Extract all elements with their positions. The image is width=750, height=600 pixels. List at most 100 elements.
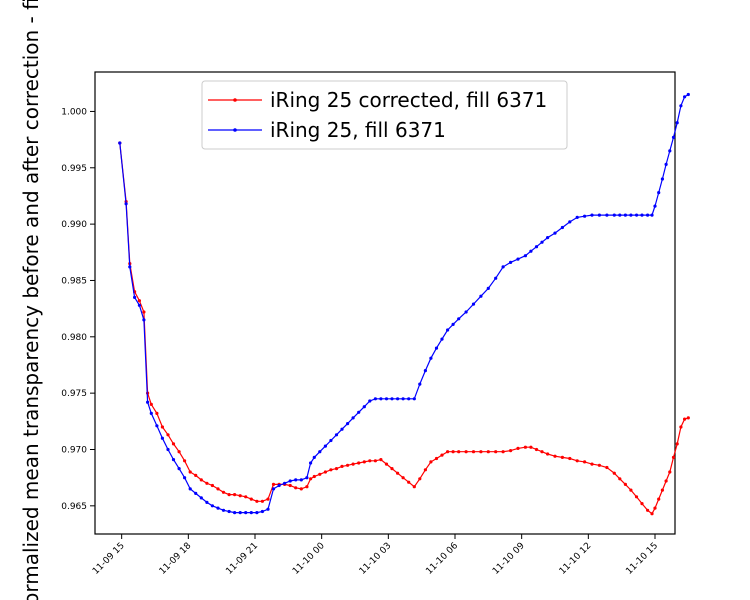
- data-point: [664, 162, 668, 166]
- data-point: [271, 487, 276, 491]
- y-tick-label: 0.995: [61, 164, 87, 174]
- data-point: [124, 202, 128, 206]
- data-point: [679, 425, 683, 429]
- data-point: [575, 215, 579, 219]
- legend-label: iRing 25 corrected, fill 6371: [270, 88, 547, 112]
- data-point: [429, 356, 433, 360]
- data-point: [260, 509, 264, 514]
- x-tick-label: 11-10 00: [291, 541, 327, 577]
- data-point: [471, 302, 476, 306]
- data-point: [494, 450, 498, 454]
- data-point: [149, 411, 153, 415]
- data-point: [346, 463, 350, 467]
- data-point: [653, 506, 657, 510]
- data-point: [368, 399, 372, 403]
- data-point: [486, 286, 490, 290]
- data-point: [457, 450, 461, 454]
- data-point: [396, 471, 400, 475]
- data-point: [434, 346, 439, 350]
- x-tick-label: 11-09 18: [158, 541, 194, 577]
- data-point: [590, 213, 594, 217]
- data-point: [418, 477, 422, 481]
- data-point: [205, 500, 209, 504]
- x-tick-label: 11-10 15: [624, 541, 660, 577]
- data-point: [238, 510, 242, 515]
- data-point: [334, 467, 339, 471]
- data-point: [329, 438, 333, 443]
- legend: iRing 25 corrected, fill 6371 iRing 25, f…: [201, 80, 568, 150]
- data-point: [590, 462, 594, 466]
- data-point: [412, 485, 416, 489]
- data-point: [390, 397, 394, 401]
- data-point: [412, 397, 416, 401]
- data-point: [318, 472, 322, 476]
- data-point: [583, 214, 587, 218]
- data-point: [629, 213, 633, 217]
- data-point: [546, 236, 550, 240]
- data-point: [560, 225, 565, 230]
- data-point: [440, 453, 444, 457]
- y-tick-label: 0.970: [61, 445, 87, 455]
- data-point: [249, 510, 253, 515]
- data-point: [664, 479, 668, 483]
- data-point: [434, 456, 439, 461]
- data-point: [299, 478, 303, 482]
- data-point: [283, 481, 287, 485]
- x-tick-label: 11-10 12: [558, 541, 594, 577]
- data-point: [494, 276, 498, 280]
- data-point: [629, 488, 633, 492]
- data-point: [277, 483, 281, 488]
- data-point: [623, 213, 628, 217]
- data-point: [575, 459, 579, 463]
- data-point: [646, 213, 650, 217]
- data-point: [597, 463, 602, 467]
- data-point: [605, 465, 609, 470]
- data-point: [118, 141, 122, 145]
- data-point: [166, 433, 170, 437]
- data-point: [623, 482, 628, 486]
- data-point: [479, 294, 483, 298]
- data-point: [660, 488, 665, 492]
- data-point: [534, 245, 539, 249]
- data-point: [553, 454, 557, 458]
- x-tick-label: 11-09 21: [224, 541, 260, 577]
- data-point: [686, 416, 690, 420]
- data-point: [351, 462, 355, 466]
- data-point: [396, 397, 400, 401]
- data-point: [210, 504, 214, 508]
- data-point: [183, 459, 187, 463]
- data-point: [451, 450, 455, 454]
- data-point: [305, 485, 309, 489]
- data-point: [407, 397, 411, 401]
- data-point: [429, 460, 433, 464]
- data-point: [384, 397, 389, 401]
- data-point: [509, 449, 513, 453]
- data-point: [553, 231, 557, 235]
- data-point: [166, 447, 170, 452]
- data-point: [357, 410, 361, 414]
- data-point: [133, 295, 137, 299]
- data-point: [128, 265, 132, 269]
- data-point: [244, 495, 248, 499]
- data-point: [640, 502, 644, 506]
- data-point: [210, 483, 214, 488]
- data-point: [340, 427, 344, 431]
- data-point: [523, 445, 528, 449]
- data-point: [255, 510, 259, 515]
- data-point: [194, 473, 198, 477]
- data-point: [205, 481, 209, 485]
- data-point: [244, 510, 248, 515]
- x-tick-label: 11-09 15: [91, 541, 127, 577]
- data-point: [309, 477, 313, 481]
- data-point: [418, 382, 422, 386]
- x-tick-label: 11-10 06: [424, 541, 460, 577]
- data-point: [171, 442, 176, 446]
- data-point: [446, 450, 450, 454]
- data-point: [546, 452, 550, 456]
- data-point: [529, 445, 533, 449]
- data-point: [529, 249, 533, 253]
- series-line-1: [119, 93, 689, 514]
- data-point: [188, 470, 192, 474]
- data-point: [309, 461, 313, 465]
- data-point: [149, 402, 153, 406]
